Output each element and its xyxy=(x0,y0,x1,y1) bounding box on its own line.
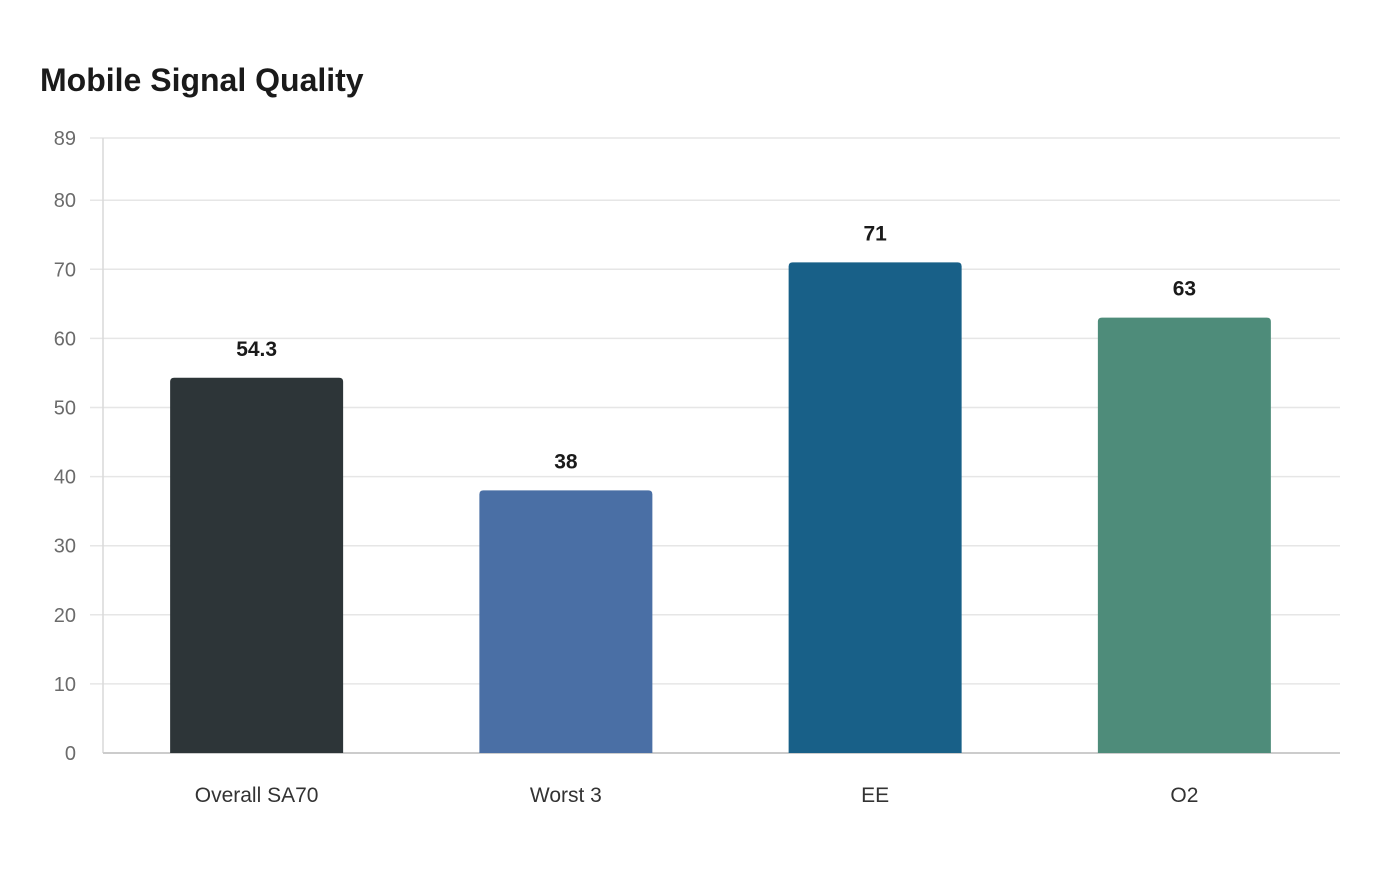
x-tick-label: Worst 3 xyxy=(530,784,602,807)
bar-ee xyxy=(788,262,962,753)
value-label: 54.3 xyxy=(236,338,277,361)
y-tick-label: 80 xyxy=(54,190,76,212)
x-tick-labels: Overall SA70 Worst 3 EE O2 xyxy=(195,784,1199,807)
bar-overall-sa70 xyxy=(170,377,344,753)
x-tick-label: O2 xyxy=(1170,784,1198,807)
value-labels: 54.3 38 71 63 xyxy=(236,222,1196,473)
value-label: 38 xyxy=(554,450,578,473)
y-tick-label: 20 xyxy=(54,605,76,627)
y-tick-label: 50 xyxy=(54,397,76,419)
y-tick-label: 89 xyxy=(54,128,76,150)
y-tick-label: 0 xyxy=(65,743,76,765)
y-tick-label: 60 xyxy=(54,328,76,350)
y-tick-label: 30 xyxy=(54,536,76,558)
y-tick-label: 40 xyxy=(54,467,76,489)
y-tick-label: 70 xyxy=(54,259,76,281)
x-tick-label: EE xyxy=(861,784,889,807)
value-label: 63 xyxy=(1173,278,1196,301)
x-tick-label: Overall SA70 xyxy=(195,784,319,807)
y-tick-labels: 0 10 20 30 40 50 60 70 80 89 xyxy=(54,128,76,765)
value-label: 71 xyxy=(863,222,887,245)
chart-title: Mobile Signal Quality xyxy=(40,62,364,98)
bar-worst-3 xyxy=(479,490,653,753)
bar-o2 xyxy=(1097,317,1271,753)
y-tick-label: 10 xyxy=(54,674,76,696)
bars xyxy=(170,262,1271,753)
